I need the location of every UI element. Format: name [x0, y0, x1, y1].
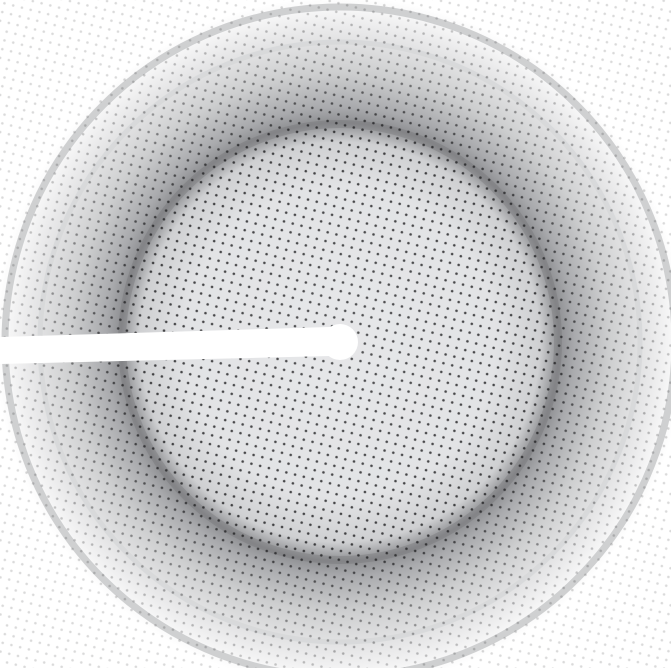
beam-stop	[322, 324, 358, 360]
beam-stop-arm	[0, 326, 340, 364]
